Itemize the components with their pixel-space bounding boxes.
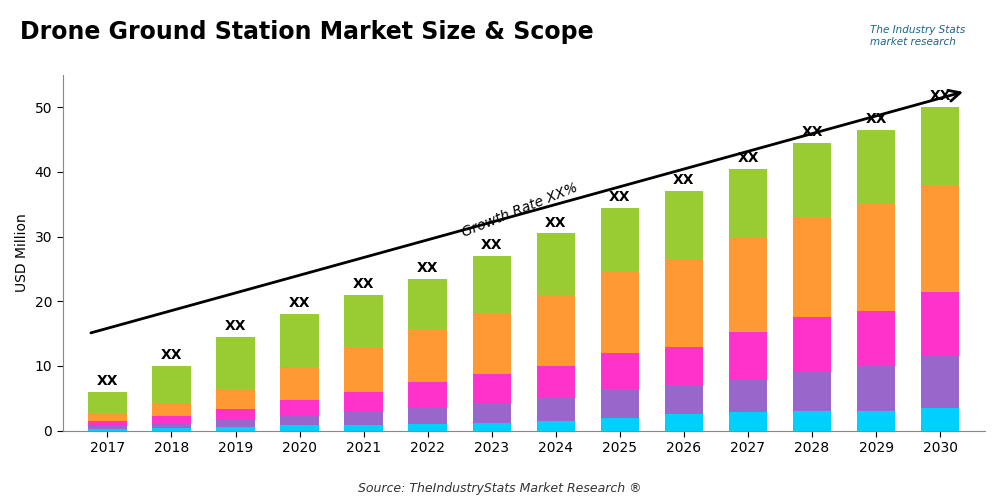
Bar [793, 411, 831, 430]
Bar [473, 256, 511, 313]
Text: XX: XX [353, 277, 374, 291]
Bar [216, 426, 255, 430]
Bar [857, 311, 895, 366]
Bar [601, 388, 639, 418]
Bar [152, 404, 191, 416]
Bar [88, 421, 127, 426]
Bar [152, 416, 191, 424]
Bar [408, 424, 447, 430]
Bar [537, 398, 575, 421]
Bar [793, 217, 831, 318]
Bar [857, 130, 895, 204]
Text: Growth Rate XX%: Growth Rate XX% [460, 180, 580, 240]
Text: XX: XX [609, 190, 631, 203]
Bar [280, 314, 319, 367]
Text: XX: XX [481, 238, 503, 252]
Bar [216, 408, 255, 420]
Bar [280, 400, 319, 415]
Text: XX: XX [929, 90, 951, 104]
Text: Drone Ground Station Market Size & Scope: Drone Ground Station Market Size & Scope [20, 20, 594, 44]
Bar [729, 238, 767, 332]
Bar [729, 168, 767, 238]
Y-axis label: USD Million: USD Million [15, 214, 29, 292]
Bar [473, 423, 511, 430]
Bar [537, 295, 575, 366]
Bar [601, 353, 639, 388]
Bar [216, 420, 255, 426]
Bar [280, 426, 319, 430]
Bar [921, 292, 959, 356]
Text: XX: XX [97, 374, 118, 388]
Bar [344, 346, 383, 392]
Text: XX: XX [865, 112, 887, 126]
Bar [344, 412, 383, 426]
Bar [921, 408, 959, 430]
Bar [473, 404, 511, 423]
Bar [88, 392, 127, 413]
Text: XX: XX [801, 125, 823, 139]
Bar [921, 185, 959, 292]
Bar [665, 260, 703, 346]
Bar [152, 428, 191, 430]
Bar [152, 366, 191, 404]
Text: XX: XX [289, 296, 310, 310]
Bar [280, 416, 319, 426]
Bar [793, 318, 831, 372]
Bar [729, 380, 767, 412]
Bar [665, 386, 703, 414]
Bar [344, 426, 383, 430]
Bar [216, 337, 255, 389]
Bar [857, 366, 895, 411]
Text: XX: XX [161, 348, 182, 362]
Text: Source: TheIndustryStats Market Research ®: Source: TheIndustryStats Market Research… [358, 482, 642, 495]
Bar [408, 382, 447, 408]
Bar [665, 192, 703, 260]
Bar [280, 367, 319, 400]
Bar [152, 424, 191, 428]
Bar [537, 366, 575, 398]
Bar [601, 208, 639, 272]
Bar [408, 330, 447, 382]
Bar [537, 421, 575, 430]
Bar [408, 278, 447, 330]
Bar [88, 428, 127, 430]
Text: The Industry Stats
market research: The Industry Stats market research [870, 25, 965, 46]
Bar [601, 272, 639, 353]
Bar [88, 413, 127, 421]
Bar [344, 392, 383, 412]
Text: XX: XX [673, 174, 695, 188]
Bar [601, 418, 639, 430]
Bar [793, 372, 831, 411]
Bar [408, 408, 447, 424]
Bar [216, 389, 255, 408]
Bar [473, 374, 511, 404]
Bar [344, 295, 383, 346]
Bar [665, 414, 703, 430]
Bar [921, 356, 959, 408]
Bar [88, 426, 127, 428]
Bar [921, 108, 959, 185]
Text: XX: XX [225, 319, 246, 333]
Bar [793, 143, 831, 217]
Bar [729, 332, 767, 380]
Bar [665, 346, 703, 386]
Text: XX: XX [417, 261, 438, 275]
Bar [473, 313, 511, 374]
Text: XX: XX [737, 151, 759, 165]
Bar [857, 411, 895, 430]
Bar [537, 234, 575, 295]
Text: XX: XX [545, 216, 567, 230]
Bar [857, 204, 895, 311]
Bar [729, 412, 767, 430]
